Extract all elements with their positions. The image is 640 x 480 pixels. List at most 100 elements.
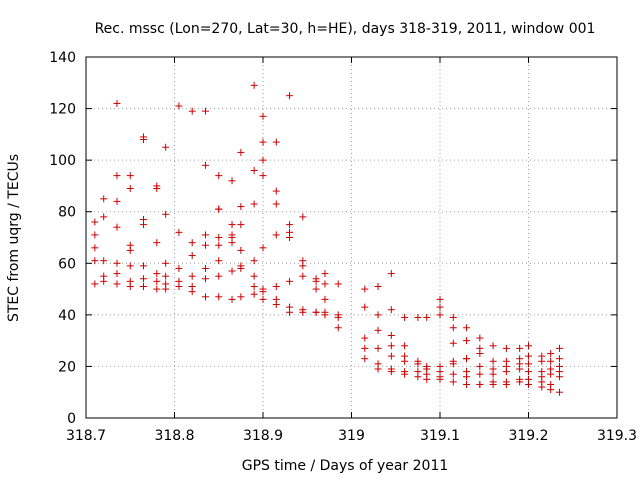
data-point (299, 272, 307, 280)
data-point (272, 282, 280, 290)
data-point (272, 200, 280, 208)
data-point (100, 257, 108, 265)
data-point (113, 197, 121, 205)
data-point (140, 221, 148, 229)
data-point (140, 275, 148, 283)
data-point (91, 231, 99, 239)
x-tick-label: 319.2 (508, 428, 548, 444)
data-point (463, 355, 471, 363)
data-point (201, 107, 209, 115)
data-point (188, 288, 196, 296)
data-point (361, 355, 369, 363)
data-point (215, 205, 223, 213)
data-point (286, 234, 294, 241)
data-point (272, 187, 280, 195)
data-point (423, 375, 431, 383)
data-point (259, 172, 267, 180)
data-point (175, 282, 183, 290)
data-point (312, 308, 320, 316)
data-point (126, 246, 134, 254)
data-point (555, 388, 563, 396)
data-point (113, 172, 121, 180)
data-point (449, 313, 457, 321)
data-point (538, 383, 546, 391)
data-point (286, 308, 294, 316)
data-point (228, 221, 236, 229)
data-point (401, 370, 409, 378)
data-point (374, 326, 382, 334)
data-point (361, 303, 369, 311)
data-point (463, 337, 471, 345)
data-point (201, 241, 209, 249)
data-point (201, 293, 209, 301)
data-point (250, 290, 258, 298)
data-point (286, 277, 294, 285)
data-point (502, 380, 510, 388)
y-tick-label: 60 (58, 256, 76, 272)
data-point (201, 264, 209, 272)
y-tick-label: 100 (49, 153, 76, 169)
data-point (525, 342, 532, 350)
data-point (237, 246, 245, 254)
data-point (436, 311, 444, 319)
y-tick-label: 140 (49, 50, 76, 66)
data-point (555, 344, 563, 352)
data-point (449, 370, 457, 378)
data-point (237, 264, 245, 272)
data-point (215, 257, 223, 265)
data-point (525, 352, 532, 360)
data-point (126, 262, 134, 270)
data-point (516, 344, 524, 352)
data-point (153, 277, 161, 285)
data-point (113, 259, 121, 267)
data-point (113, 280, 121, 288)
data-point (250, 81, 258, 89)
data-point (237, 221, 245, 229)
data-point (299, 213, 307, 221)
data-point (334, 324, 342, 332)
data-point (387, 270, 395, 278)
data-point (140, 262, 148, 270)
data-point (250, 166, 258, 174)
x-axis-title: GPS time / Days of year 2011 (242, 458, 449, 474)
data-point (259, 288, 267, 296)
data-point (361, 334, 369, 342)
data-point (476, 370, 484, 378)
data-point (321, 270, 329, 278)
data-point (162, 143, 170, 151)
data-point (250, 257, 258, 265)
data-point (436, 303, 444, 311)
data-point (126, 282, 134, 290)
data-point (414, 373, 422, 381)
data-point (334, 280, 342, 288)
data-point (153, 239, 161, 247)
data-point (387, 331, 395, 339)
data-point (259, 295, 267, 303)
data-point (228, 295, 236, 303)
data-point (91, 244, 99, 252)
data-point (321, 280, 329, 288)
data-point (463, 324, 471, 332)
x-tick-label: 319.1 (420, 428, 460, 444)
data-point (126, 185, 134, 193)
data-point (91, 218, 99, 226)
data-point (259, 244, 267, 252)
data-point (538, 357, 546, 365)
data-point (153, 285, 161, 293)
data-point (100, 277, 108, 285)
chart-title: Rec. mssc (Lon=270, Lat=30, h=HE), days … (95, 21, 596, 37)
data-point (175, 264, 183, 272)
data-point (449, 378, 457, 386)
data-point (436, 295, 444, 303)
data-point (100, 213, 108, 221)
data-point (91, 257, 99, 265)
data-point (312, 285, 320, 293)
data-point (201, 161, 209, 169)
data-point (237, 203, 245, 211)
data-points (91, 81, 563, 396)
data-point (312, 277, 320, 285)
data-point (547, 386, 555, 394)
data-point (299, 262, 307, 270)
data-point (321, 311, 329, 319)
